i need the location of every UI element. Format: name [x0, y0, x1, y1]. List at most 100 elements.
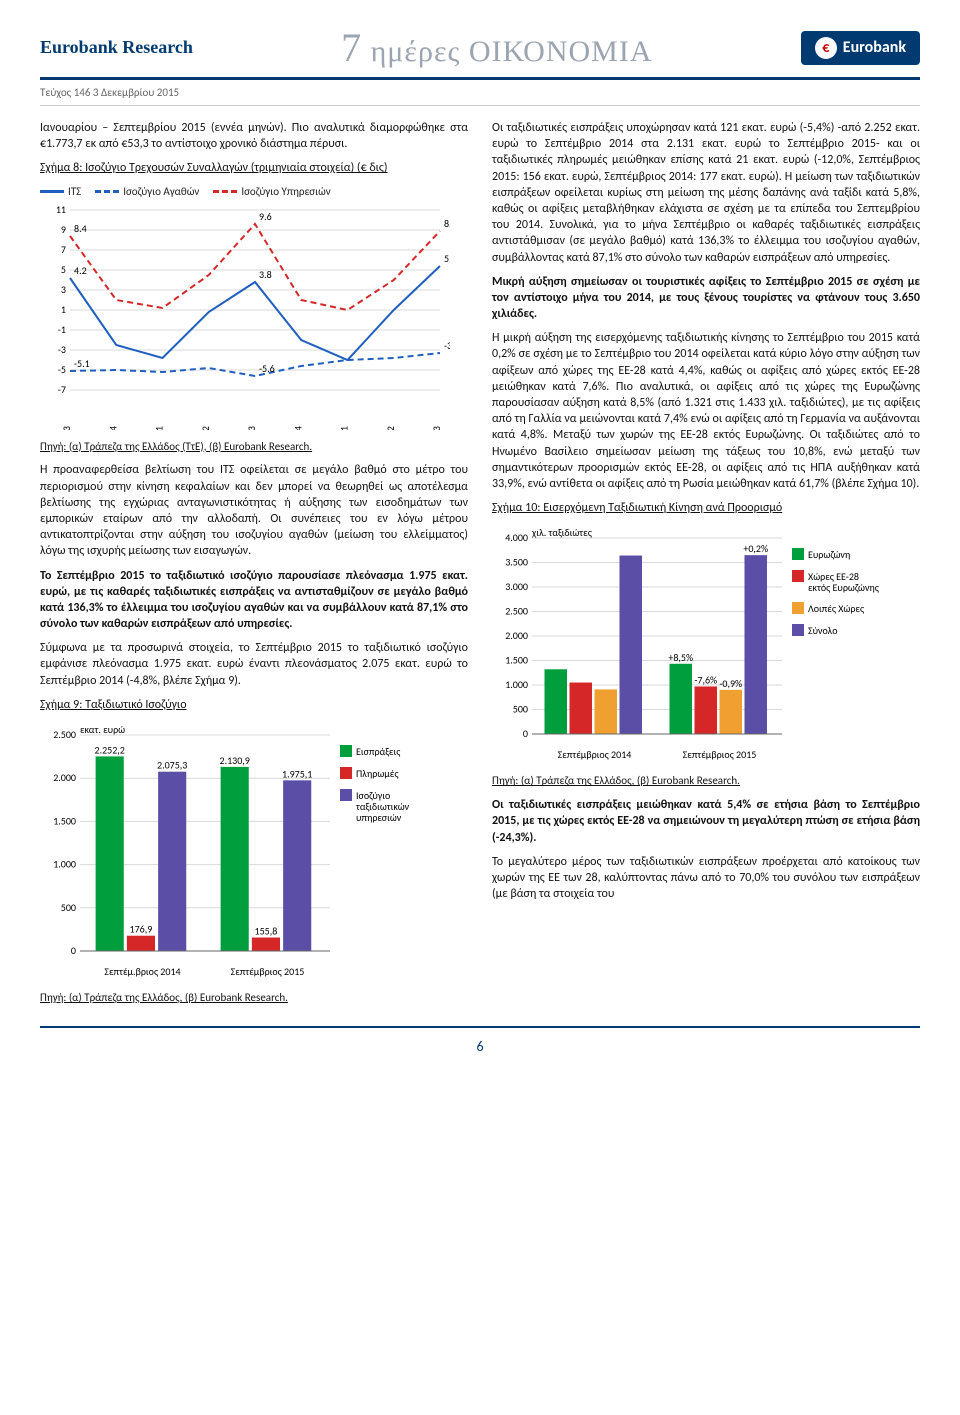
issue-line: Τεύχος 146 3 Δεκεμβρίου 2015 [40, 86, 920, 106]
svg-text:1.500: 1.500 [505, 654, 528, 667]
svg-text:9: 9 [61, 223, 66, 236]
right-p2-bold: Μικρή αύξηση σημείωσαν οι τουριστικές αφ… [492, 274, 920, 323]
svg-text:1.500: 1.500 [53, 814, 76, 827]
svg-text:2013q4: 2013q4 [106, 426, 119, 430]
left-p3-bold: Το Σεπτέμβριο 2015 το ταξιδιωτικό ισοζύγ… [40, 568, 468, 633]
fig8-chart: ΙΤΣΙσοζύγιο ΑγαθώνΙσοζύγιο Υπηρεσιών -7-… [40, 185, 468, 434]
svg-text:-5: -5 [58, 363, 66, 376]
page-number: 6 [40, 1038, 920, 1055]
fig9-source: Πηγή: (α) Τράπεζα της Ελλάδος, (β) Eurob… [40, 991, 468, 1006]
right-p4-bold: Οι ταξιδιωτικές εισπράξεις μειώθηκαν κατ… [492, 797, 920, 846]
svg-text:1.000: 1.000 [505, 678, 528, 691]
brand-seven: 7 [341, 25, 362, 70]
svg-text:Πληρωμές: Πληρωμές [356, 767, 399, 780]
svg-text:3.500: 3.500 [505, 556, 528, 569]
svg-text:Σεπτέμ.βριος 2014: Σεπτέμ.βριος 2014 [104, 965, 180, 978]
svg-text:-7,6%: -7,6% [694, 674, 717, 687]
svg-text:3: 3 [61, 283, 66, 296]
svg-text:2014q3: 2014q3 [245, 426, 258, 430]
svg-text:-7: -7 [58, 383, 66, 396]
svg-text:Ευρωζώνη: Ευρωζώνη [808, 548, 850, 561]
fig8-title: Σχήμα 8: Ισοζύγιο Τρεχουσών Συναλλαγών (… [40, 160, 468, 176]
left-column: Ιανουαρίου – Σεπτεμβρίου 2015 (εννέα μην… [40, 120, 468, 1014]
brand-left: Eurobank Research [40, 37, 193, 58]
brand-right: € Eurobank [801, 31, 920, 65]
svg-text:500: 500 [61, 901, 76, 914]
svg-text:2014q1: 2014q1 [153, 426, 166, 430]
svg-text:11: 11 [56, 203, 66, 216]
svg-text:-3: -3 [58, 343, 66, 356]
svg-text:Εισπράξεις: Εισπράξεις [356, 745, 401, 758]
svg-text:Λοιπές Χώρες: Λοιπές Χώρες [808, 602, 865, 615]
svg-text:8.4: 8.4 [74, 222, 87, 235]
svg-text:-5.6: -5.6 [259, 362, 275, 375]
fig8-source: Πηγή: (α) Τράπεζα της Ελλάδος (ΤτΕ), (β)… [40, 440, 468, 455]
brand-right-text: Eurobank [843, 38, 906, 57]
fig9-title: Σχήμα 9: Ταξιδιωτικό Ισοζύγιο [40, 697, 468, 713]
svg-text:2013q3: 2013q3 [60, 426, 73, 430]
svg-text:2.130,9: 2.130,9 [220, 754, 250, 767]
svg-text:2.500: 2.500 [53, 728, 76, 741]
svg-text:500: 500 [513, 703, 528, 716]
svg-text:2.000: 2.000 [505, 629, 528, 642]
fig9-chart: 0 500 1.000 1.500 2.000 2.500 εκατ. ευρώ 2.252,… [40, 721, 468, 985]
svg-text:2014q4: 2014q4 [291, 426, 304, 430]
svg-text:7: 7 [61, 243, 66, 256]
svg-text:155,8: 155,8 [255, 925, 278, 938]
svg-text:2014q2: 2014q2 [199, 426, 212, 430]
svg-text:4.2: 4.2 [74, 264, 87, 277]
svg-text:2.500: 2.500 [505, 605, 528, 618]
left-p4: Σύμφωνα με τα προσωρινά στοιχεία, το Σεπ… [40, 640, 468, 689]
brand-mid-text: ημέρες ΟΙΚΟΝΟΜΙΑ [362, 35, 652, 68]
svg-text:9.6: 9.6 [259, 210, 272, 223]
svg-text:εκατ. ευρώ: εκατ. ευρώ [80, 723, 125, 736]
right-column: Οι ταξιδιωτικές εισπράξεις υποχώρησαν κα… [492, 120, 920, 1014]
svg-text:2015q2: 2015q2 [384, 426, 397, 430]
right-p1: Οι ταξιδιωτικές εισπράξεις υποχώρησαν κα… [492, 120, 920, 266]
eurobank-logo-icon: € [815, 37, 837, 59]
svg-text:2.252,2: 2.252,2 [95, 743, 125, 756]
svg-text:+0,2%: +0,2% [743, 542, 768, 555]
footer-line [40, 1026, 920, 1028]
svg-text:χιλ. ταξιδιώτες: χιλ. ταξιδιώτες [531, 526, 593, 539]
svg-text:Σύνολο: Σύνολο [808, 624, 838, 637]
fig9-svg: 0 500 1.000 1.500 2.000 2.500 εκατ. ευρώ 2.252,… [40, 721, 460, 981]
svg-text:-1: -1 [58, 323, 66, 336]
svg-text:1: 1 [61, 303, 66, 316]
svg-text:2015q1: 2015q1 [338, 426, 351, 430]
svg-text:0: 0 [71, 944, 76, 957]
svg-text:υπηρεσιών: υπηρεσιών [356, 811, 402, 824]
svg-text:2015q3: 2015q3 [430, 426, 443, 430]
svg-text:176,9: 176,9 [130, 923, 153, 936]
svg-text:8.9: 8.9 [444, 217, 450, 230]
header-bar: Eurobank Research 7 ημέρες ΟΙΚΟΝΟΜΙΑ € E… [40, 24, 920, 80]
fig8-svg: -7 -5 -3 -1 1 3 5 7 9 11 2013q3 2013q4 2014q1 2014q2 2… [40, 200, 450, 430]
left-p2: Η προαναφερθείσα βελτίωση του ΙΤΣ οφείλε… [40, 462, 468, 559]
svg-text:Σεπτέμβριος 2015: Σεπτέμβριος 2015 [231, 965, 305, 978]
svg-text:1.000: 1.000 [53, 858, 76, 871]
svg-text:1.975,1: 1.975,1 [282, 767, 312, 780]
svg-text:5.4: 5.4 [444, 252, 450, 265]
svg-text:Σεπτέμβριος 2015: Σεπτέμβριος 2015 [683, 748, 757, 761]
svg-text:Σεπτέμβριος 2014: Σεπτέμβριος 2014 [558, 748, 632, 761]
left-p1: Ιανουαρίου – Σεπτεμβρίου 2015 (εννέα μην… [40, 120, 468, 152]
svg-text:2.075,3: 2.075,3 [157, 759, 187, 772]
right-p3: Η μικρή αύξηση της εισερχόμενης ταξιδιωτ… [492, 330, 920, 492]
svg-text:+8,5%: +8,5% [668, 651, 693, 664]
svg-text:5: 5 [61, 263, 66, 276]
right-p5: Το μεγαλύτερο μέρος των ταξιδιωτικών εισ… [492, 854, 920, 903]
svg-text:0: 0 [523, 727, 528, 740]
fig10-title: Σχήμα 10: Εισερχόμενη Ταξιδιωτική Κίνηση… [492, 500, 920, 516]
svg-text:-0,9%: -0,9% [719, 677, 742, 690]
svg-text:3.000: 3.000 [505, 580, 528, 593]
fig10-svg: 0 500 1.000 1.500 2.000 2.500 3.000 3.500 4.000χ… [492, 524, 912, 764]
svg-text:-3.3: -3.3 [444, 339, 450, 352]
brand-mid: 7 ημέρες ΟΙΚΟΝΟΜΙΑ [341, 24, 652, 71]
svg-text:4.000: 4.000 [505, 531, 528, 544]
fig10-source: Πηγή: (α) Τράπεζα της Ελλάδος, (β) Eurob… [492, 774, 920, 789]
svg-text:εκτός Ευρωζώνης: εκτός Ευρωζώνης [808, 581, 880, 594]
svg-text:2.000: 2.000 [53, 771, 76, 784]
svg-text:3.8: 3.8 [259, 268, 272, 281]
svg-text:-5.1: -5.1 [74, 357, 90, 370]
fig10-chart: 0 500 1.000 1.500 2.000 2.500 3.000 3.500 4.000χ… [492, 524, 920, 768]
